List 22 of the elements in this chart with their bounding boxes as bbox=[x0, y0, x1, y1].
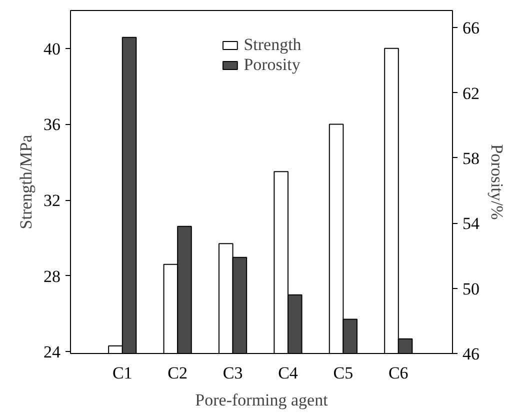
x-tick-label: C4 bbox=[278, 364, 298, 382]
x-tick-label: C3 bbox=[222, 364, 243, 382]
y-tick-label: 24 bbox=[44, 342, 61, 362]
y-axis-title: Strength/MPa bbox=[16, 134, 36, 230]
y2-axis-title: Porosity/% bbox=[488, 144, 506, 220]
x-tick-label: C2 bbox=[168, 364, 188, 382]
legend-label: Porosity bbox=[244, 55, 300, 75]
y-tick-label: 36 bbox=[44, 115, 60, 134]
x-tick-label: C5 bbox=[333, 364, 354, 382]
x-tick-label: C6 bbox=[388, 364, 408, 382]
y2-tick-label: 58 bbox=[462, 148, 480, 168]
y-tick-label: 40 bbox=[44, 39, 60, 58]
x-axis-title: Pore-forming agent bbox=[195, 390, 328, 410]
y2-tick-label: 62 bbox=[462, 84, 480, 103]
legend-label: Strength bbox=[244, 35, 302, 55]
x-tick-label: C1 bbox=[112, 364, 132, 382]
y2-tick-label: 54 bbox=[462, 214, 480, 234]
y2-tick-label: 46 bbox=[462, 344, 480, 364]
y2-tick-label: 66 bbox=[462, 18, 480, 38]
y-tick-label: 32 bbox=[44, 191, 60, 210]
y-tick-label: 28 bbox=[44, 266, 60, 286]
y2-tick-label: 50 bbox=[462, 279, 480, 298]
